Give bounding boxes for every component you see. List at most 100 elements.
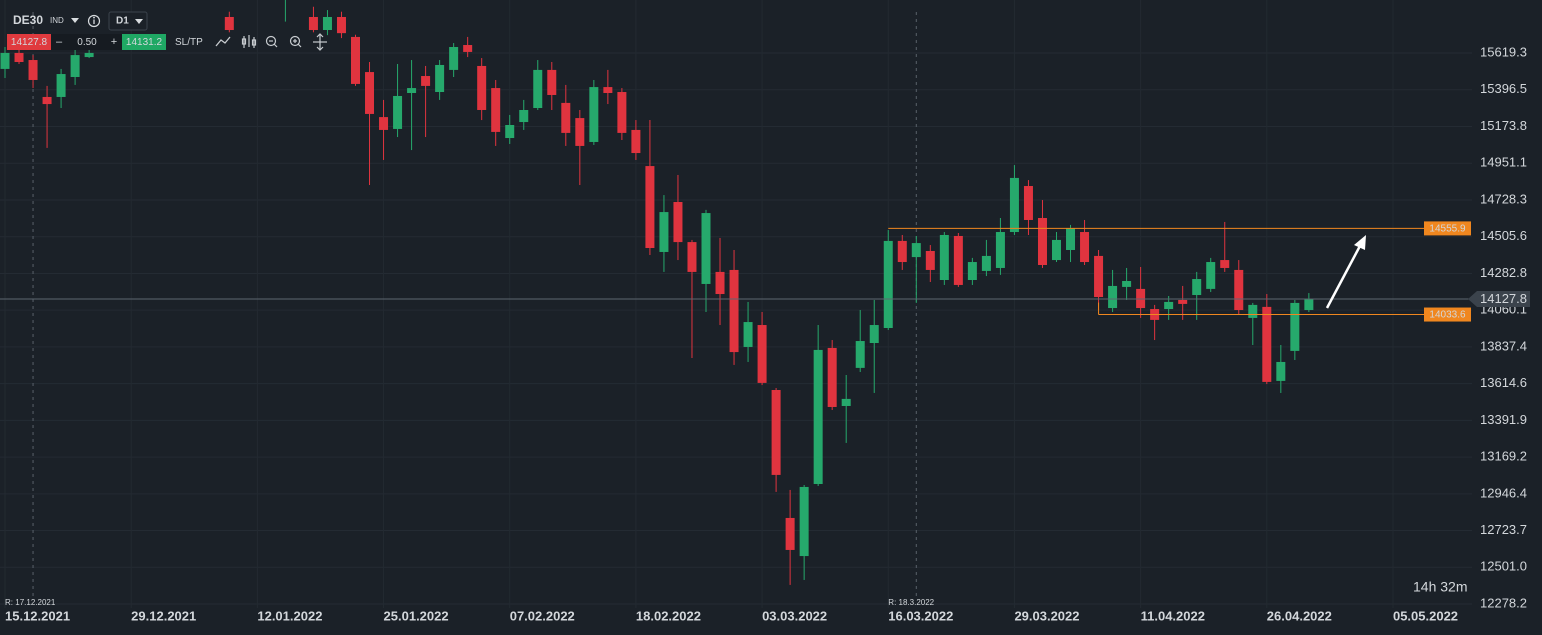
x-tick-label: 03.03.2022	[762, 608, 827, 623]
y-tick-label: 14282.8	[1480, 265, 1527, 280]
candle-body	[407, 88, 417, 94]
candle-body	[701, 213, 711, 284]
candle-body	[897, 240, 907, 263]
candle-body	[617, 92, 627, 133]
candle-body	[365, 72, 375, 114]
candle-body	[743, 322, 753, 347]
candle-body	[1052, 239, 1061, 261]
symbol-dropdown[interactable]	[71, 18, 79, 23]
candle-body	[1206, 262, 1216, 289]
candle-body	[0, 52, 10, 69]
timeframe-box[interactable]	[108, 11, 148, 31]
candle-body	[603, 87, 613, 94]
level-box	[1424, 221, 1471, 236]
candle-body	[491, 88, 501, 132]
candle-body	[1262, 306, 1272, 382]
axes: 15619.3 15396.5 15173.8 14951.1 14728.3 14505…	[5, 44, 1530, 623]
lot-minus[interactable]: –	[56, 36, 63, 48]
y-tick-label: 13391.9	[1480, 412, 1527, 427]
y-tick-label: 15619.3	[1480, 44, 1527, 59]
timeframe: D1	[116, 16, 129, 27]
sltp-button[interactable]: SL/TP	[175, 37, 203, 48]
candle-body	[421, 76, 431, 86]
buy-button[interactable]	[122, 34, 166, 50]
candle-body	[673, 202, 683, 243]
candle-body	[757, 325, 767, 383]
timeframe-dropdown[interactable]	[135, 19, 143, 24]
zoom-out[interactable]	[265, 35, 278, 48]
candle-body	[841, 398, 851, 406]
candle-body	[224, 16, 234, 31]
y-tick-label: 12946.4	[1480, 485, 1527, 500]
candle-body	[939, 234, 949, 281]
y-tick-label: 12723.7	[1480, 522, 1527, 537]
line-tool[interactable]	[215, 36, 231, 47]
candle-body	[379, 117, 389, 130]
candle-body	[813, 349, 823, 484]
candle-body	[28, 60, 38, 80]
candle-body	[1009, 177, 1019, 233]
candle-body	[70, 55, 80, 78]
y-tick-label: 13614.6	[1480, 375, 1527, 390]
candle-tool[interactable]	[241, 35, 257, 48]
level-box	[1424, 307, 1471, 322]
x-tick-label: 29.03.2022	[1014, 608, 1079, 623]
current-price-label: 14127.8	[1480, 291, 1527, 306]
y-tick-label: 13837.4	[1480, 338, 1527, 353]
x-tick-label: 12.01.2022	[257, 608, 322, 623]
ask-price: 14131.2	[126, 37, 163, 48]
candle-body	[1220, 260, 1230, 268]
y-tick-label: 14505.6	[1480, 228, 1527, 243]
candle-body	[1066, 228, 1076, 250]
x-tick-label: 07.02.2022	[510, 608, 575, 623]
toolbar: DE30 IND D1 14127.8 – 0.50 + 14131.2 SL/…	[7, 11, 327, 51]
candle-body	[1248, 304, 1258, 318]
candle-body	[1192, 279, 1202, 296]
candle-body	[1234, 269, 1244, 311]
candle-body	[687, 242, 697, 272]
x-tick-label: 29.12.2021	[131, 608, 196, 623]
candle-body	[519, 109, 529, 123]
candle-body	[1108, 285, 1118, 309]
candle-body	[505, 124, 515, 139]
x-tick-label: 15.12.2021	[5, 608, 70, 623]
x-tick-label: 18.02.2022	[636, 608, 701, 623]
symbol: DE30	[13, 13, 43, 27]
pan-tool[interactable]	[313, 33, 327, 51]
candle-body	[1122, 280, 1132, 287]
candle-body	[1290, 302, 1300, 351]
lot-plus[interactable]: +	[111, 36, 117, 48]
x-tick-label: 16.03.2022	[888, 608, 953, 623]
candle-body	[1304, 299, 1314, 311]
candle-body	[1023, 186, 1033, 220]
reference-label: R: 17.12.2021	[5, 598, 56, 607]
candle-body	[308, 16, 318, 31]
candle-body	[995, 232, 1005, 268]
candle-body	[336, 16, 346, 34]
candle-body	[771, 389, 781, 475]
sell-button[interactable]	[7, 34, 51, 50]
zoom-in[interactable]	[289, 35, 302, 48]
candle-body	[435, 64, 445, 93]
candle-body	[14, 52, 24, 63]
lot-size[interactable]: 0.50	[77, 37, 97, 48]
y-tick-label: 13169.2	[1480, 449, 1527, 464]
current-price-box	[1468, 291, 1530, 308]
x-tick-label: 11.04.2022	[1141, 608, 1205, 623]
candle-body	[659, 212, 669, 252]
candle-body	[589, 87, 599, 142]
candle-body	[883, 240, 893, 328]
candle-body	[645, 166, 655, 249]
x-tick-label: 05.05.2022	[1393, 608, 1458, 623]
candle-body	[547, 69, 557, 95]
candle-body	[631, 129, 641, 154]
candle-body	[953, 235, 963, 285]
candle-body	[463, 45, 473, 52]
candle-body	[1094, 255, 1104, 297]
candle-body	[477, 65, 487, 110]
candle-body	[827, 347, 837, 407]
bid-price: 14127.8	[11, 37, 48, 48]
info-button[interactable]	[87, 14, 101, 28]
candle-body	[1178, 299, 1188, 304]
